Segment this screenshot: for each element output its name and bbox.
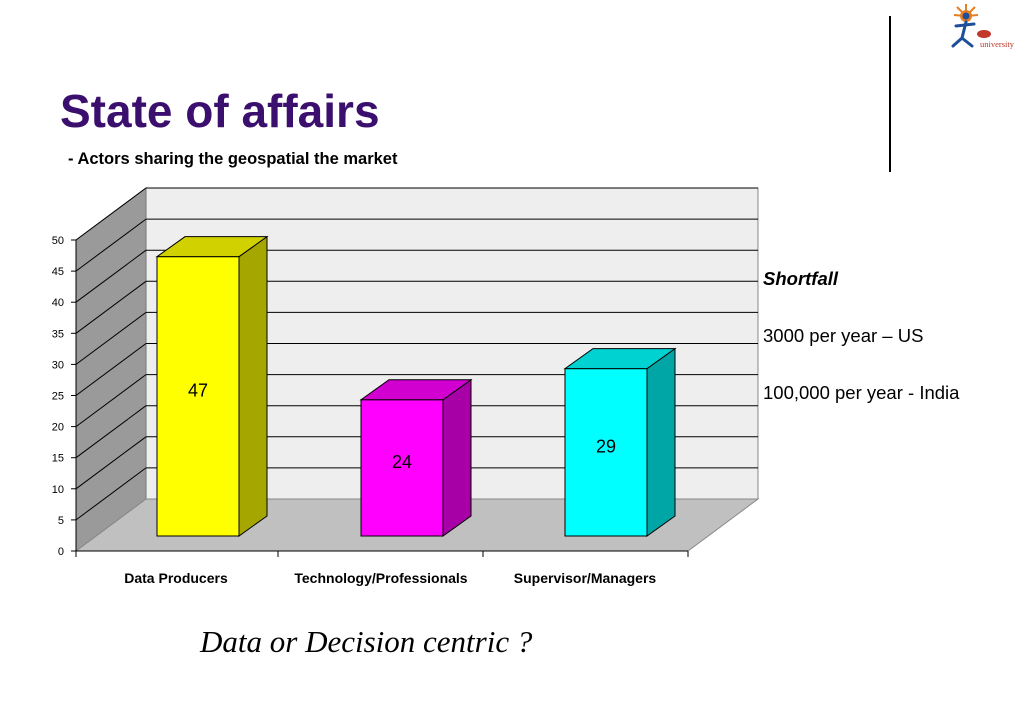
bar-side [238,235,268,537]
data-label: 29 [596,436,616,456]
gridline-side [75,467,147,521]
x-axis: Data Producers Technology/Professionals Su… [75,550,689,586]
gridline-side [75,218,147,272]
bar-top [563,348,677,370]
bar-0: 47 [155,235,269,537]
gridline-side [75,249,147,303]
y-tick-label: 10 [52,484,64,496]
shortfall-us: 3000 per year – US [763,325,924,346]
gridline-side [75,436,147,490]
data-label: 47 [188,380,208,400]
bar-front [360,399,444,537]
x-tick-label: Supervisor/Managers [514,570,657,586]
x-tick-label: Data Producers [124,570,228,586]
y-tick-label: 40 [52,297,64,309]
y-tick-label: 25 [52,391,64,403]
divider-line [889,16,891,172]
gridline-side [75,405,147,459]
y-tick-label: 15 [52,453,64,465]
chart-bars: 47 24 29 [155,235,677,537]
bar-side [442,378,472,537]
y-tick-label: 30 [52,359,64,371]
bar-top [359,379,473,401]
bar-top [155,236,269,258]
gridline-side [75,374,147,428]
shortfall-heading: Shortfall [763,268,839,289]
y-tick-label: 35 [52,328,64,340]
gridline-side [75,311,147,365]
data-label: 24 [392,452,412,472]
y-tick-label: 20 [52,422,64,434]
y-tick-label: 45 [52,266,64,278]
bottom-question: Data or Decision centric ? [200,624,533,659]
logo-text: university [980,39,1014,49]
y-tick-label: 50 [52,235,64,247]
gridline-side [75,280,147,334]
bar-2: 29 [563,347,677,537]
bar-side [646,347,676,537]
y-tick-label: 5 [58,515,64,527]
slide-subtitle: - Actors sharing the geospatial the mark… [68,150,398,168]
gridline-side [75,187,147,241]
shortfall-india: 100,000 per year - India [763,382,960,403]
y-axis: 0 5 10 15 20 25 30 35 40 45 50 [52,235,77,558]
bar-front [564,368,648,537]
slide-title: State of affairs [60,85,380,137]
x-tick-label: Technology/Professionals [294,570,467,586]
y-tick-label: 0 [58,546,64,558]
logo-figure-icon [951,4,991,48]
gridline-side [75,343,147,396]
bar-front [156,256,240,537]
bar-1: 24 [359,378,473,537]
